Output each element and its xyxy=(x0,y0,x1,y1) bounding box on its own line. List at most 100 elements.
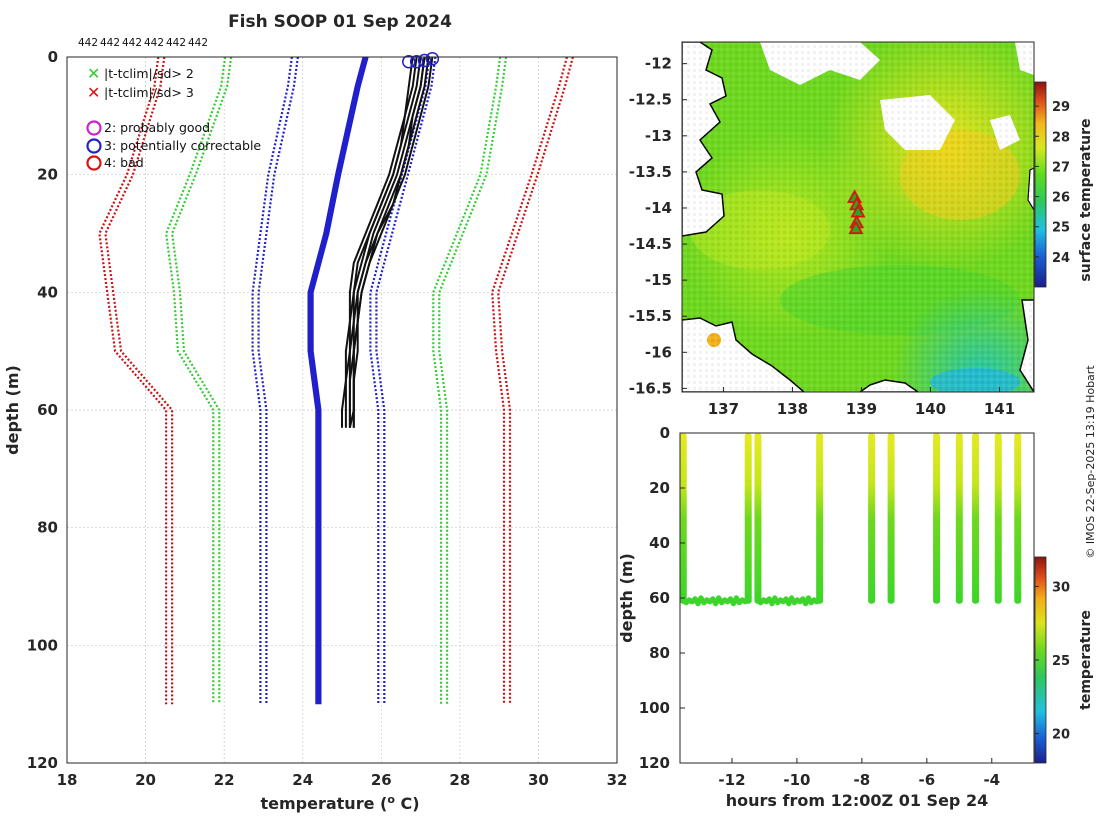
legend-label: 4: bad xyxy=(104,155,144,170)
legend-item-2sd: ✕ |t-tclim|/sd> 2 xyxy=(87,64,194,83)
legend-item-bad: 4: bad xyxy=(86,155,144,171)
colorbar-tick-label: 20 xyxy=(1052,728,1070,743)
clim-minus-3sd-line xyxy=(98,57,168,705)
section-x-label: hours from 12:00Z 01 Sep 24 xyxy=(726,791,988,810)
clim-mean-line xyxy=(307,57,365,705)
map-y-tick-label: -14.5 xyxy=(629,235,672,253)
clim-plus-2sd-line xyxy=(432,57,502,705)
clim-minus-2sd-line xyxy=(164,57,227,705)
map-y-tick-label: -16.5 xyxy=(629,379,672,397)
x-tick-label: 22 xyxy=(214,771,235,789)
probe-count: 442 xyxy=(144,37,164,49)
sst-colorbar xyxy=(1034,81,1047,288)
drop-depth-column xyxy=(887,433,895,604)
map-x-tick-label: 137 xyxy=(708,400,739,418)
surface-flag-marker xyxy=(425,52,440,66)
map-y-tick-label: -12 xyxy=(645,55,672,73)
bottom-transect xyxy=(756,595,822,607)
drop-depth-column xyxy=(955,433,963,604)
drop-depth-column xyxy=(1014,433,1022,604)
temperature-profile-line xyxy=(344,57,418,428)
y-tick-label: 60 xyxy=(37,401,58,419)
colorbar-tick-label: 25 xyxy=(1052,221,1070,236)
section-y-tick-label: 0 xyxy=(660,424,670,442)
map-y-tick-label: -15 xyxy=(645,271,672,289)
temperature-profile-line xyxy=(352,57,434,428)
profile-x-ticks: 18 20 22 24 26 28 30 32 xyxy=(57,771,628,789)
circle-marker-icon xyxy=(86,138,102,154)
map-axes-box xyxy=(681,41,1035,393)
drop-depth-column xyxy=(744,433,752,604)
section-x-tick-label: -8 xyxy=(854,771,871,789)
clim-plus-3sd-line xyxy=(497,57,574,705)
map-x-tick-label: 140 xyxy=(915,400,946,418)
section-panel: -12 -10 -8 -6 -4 0 20 40 60 80 100 120 hours from … xyxy=(617,424,1094,810)
y-tick-label: 0 xyxy=(48,48,58,66)
map-x-tick-label: 139 xyxy=(846,400,877,418)
map-x-tick-label: 138 xyxy=(777,400,808,418)
temperature-colorbar-ticks: 20 25 30 xyxy=(1035,580,1070,743)
drop-depth-column xyxy=(972,433,980,604)
probe-count: 442 xyxy=(122,37,142,49)
y-tick-label: 120 xyxy=(27,754,58,772)
map-y-ticks: -12 -12.5 -13 -13.5 -14 -14.5 -15 -15.5 -16 -16.5 xyxy=(629,55,687,397)
drop-depth-column xyxy=(754,433,762,604)
clim-minus-1sd-line xyxy=(257,57,299,705)
clim-minus-2sd-line xyxy=(170,57,233,705)
circle-marker-icon xyxy=(86,120,102,136)
map-x-ticks: 137 138 139 140 141 xyxy=(708,387,1015,418)
drop-depth-column xyxy=(994,433,1002,604)
x-marker-icon: ✕ xyxy=(87,83,100,102)
x-tick-label: 18 xyxy=(57,771,78,789)
map-y-tick-label: -13.5 xyxy=(629,163,672,181)
section-y-label: depth (m) xyxy=(617,553,636,643)
drop-depth-column xyxy=(933,433,941,604)
probe-count: 442 xyxy=(78,37,98,49)
colorbar-tick-label: 25 xyxy=(1052,654,1070,669)
bottom-transect xyxy=(681,595,750,607)
sst-colorbar-ticks: 24 25 26 27 28 29 xyxy=(1035,100,1070,266)
section-y-tick-label: 60 xyxy=(649,589,670,607)
legend-label: 3: potentially correctable xyxy=(104,138,261,153)
sst-field xyxy=(682,42,1034,392)
clim-minus-3sd-line xyxy=(104,57,174,705)
map-y-tick-label: -14 xyxy=(645,199,672,217)
x-label-degree: o xyxy=(387,793,395,806)
temperature-colorbar-label: temperature xyxy=(1078,610,1094,710)
section-x-tick-label: -4 xyxy=(983,771,1000,789)
colorbar-tick-label: 28 xyxy=(1052,130,1070,145)
map-y-tick-label: -12.5 xyxy=(629,91,672,109)
section-x-tick-label: -6 xyxy=(918,771,935,789)
section-x-tick-label: -10 xyxy=(783,771,810,789)
map-y-tick-label: -15.5 xyxy=(629,307,672,325)
colorbar-tick-label: 27 xyxy=(1052,160,1070,175)
map-x-tick-label: 141 xyxy=(984,400,1015,418)
y-tick-label: 40 xyxy=(37,283,58,301)
section-x-ticks: -12 -10 -8 -6 -4 xyxy=(718,758,1000,789)
profile-axes-box xyxy=(66,56,618,764)
colorbar-tick-label: 26 xyxy=(1052,191,1070,206)
circle-marker-icon xyxy=(86,155,102,171)
surface-flag-marker xyxy=(402,54,416,69)
legend-item-good: 2: probably good xyxy=(86,120,210,136)
y-tick-label: 80 xyxy=(37,519,58,537)
profile-y-label: depth (m) xyxy=(3,365,22,455)
profile-lines xyxy=(341,57,434,428)
probe-counts: 442 442 442 442 442 442 xyxy=(78,37,208,49)
x-tick-label: 32 xyxy=(607,771,628,789)
legend-item-3sd: ✕ |t-tclim|/sd> 3 xyxy=(87,83,194,102)
map-y-tick-label: -16 xyxy=(645,343,672,361)
section-y-tick-label: 40 xyxy=(649,534,670,552)
colorbar-tick-label: 30 xyxy=(1052,580,1070,595)
legend-label: |t-tclim|/sd> 2 xyxy=(104,66,194,81)
section-y-tick-label: 80 xyxy=(649,644,670,662)
surface-flags xyxy=(402,52,440,69)
map-panel: 137 138 139 140 141 -12 -12.5 -13 -13.5 -14 -14.5… xyxy=(629,41,1094,418)
clim-plus-1sd-line xyxy=(375,57,437,705)
legend-label: |t-tclim|/sd> 3 xyxy=(104,85,194,100)
clim-mean-line xyxy=(311,57,369,705)
section-plot-area xyxy=(680,433,1034,763)
colorbar-tick-label: 24 xyxy=(1052,251,1070,266)
x-tick-label: 26 xyxy=(371,771,392,789)
